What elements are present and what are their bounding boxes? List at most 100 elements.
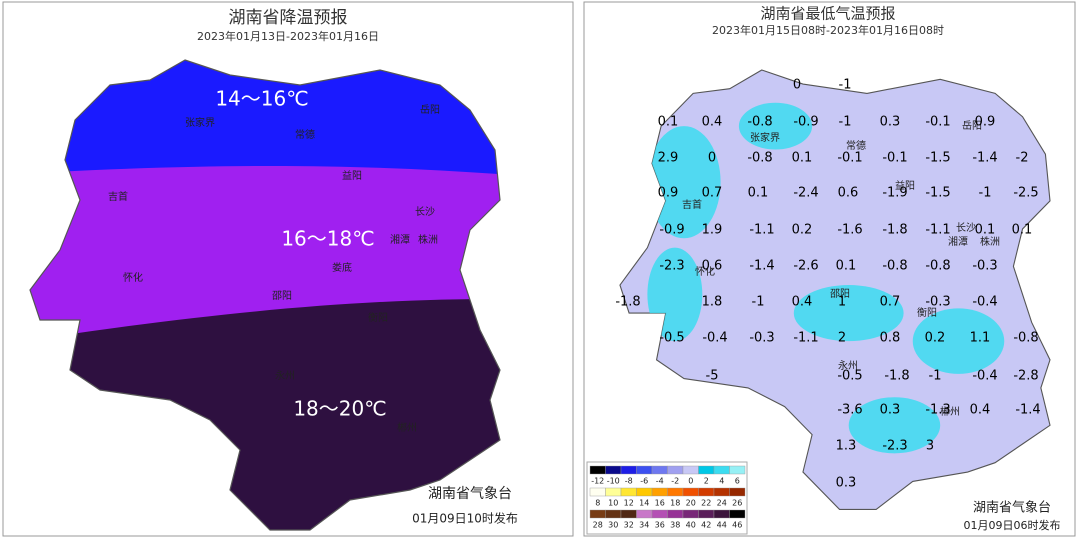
station-value: 0.7 <box>880 295 901 310</box>
station-value: 0.1 <box>792 151 813 166</box>
station-value: -0.3 <box>925 295 950 310</box>
legend-swatch <box>667 487 684 497</box>
station-value: 2.9 <box>658 151 679 166</box>
right-map <box>619 69 1051 511</box>
station-value: -2.6 <box>793 259 818 274</box>
legend-swatch <box>589 487 606 497</box>
legend-swatch <box>605 509 622 519</box>
legend-swatch <box>651 487 668 497</box>
city-label: 岳阳 <box>420 104 440 116</box>
station-value: 0 <box>708 151 716 166</box>
legend-tick: 40 <box>686 521 696 530</box>
legend-tick: 32 <box>624 521 634 530</box>
legend-swatch <box>729 487 746 497</box>
legend-tick: 6 <box>735 477 740 486</box>
station-value: 0.1 <box>975 223 996 238</box>
legend-tick: 42 <box>701 521 711 530</box>
legend-tick: 8 <box>595 499 600 508</box>
city-label: 株洲 <box>980 235 1000 248</box>
legend-swatch <box>729 465 746 475</box>
station-value: 0.1 <box>836 259 857 274</box>
station-value: 0.4 <box>702 115 723 130</box>
legend-tick: -6 <box>640 477 648 486</box>
station-value: -1.4 <box>972 151 997 166</box>
legend-swatch <box>605 487 622 497</box>
legend-swatch <box>605 465 622 475</box>
left-issued: 01月09日10时发布 <box>412 511 518 526</box>
station-value: -0.9 <box>659 223 684 238</box>
legend-tick: 38 <box>670 521 680 530</box>
city-label: 湘潭 <box>390 233 410 246</box>
station-value: 0 <box>793 78 801 93</box>
legend-swatch <box>636 487 653 497</box>
station-value: 0.1 <box>658 115 679 130</box>
city-label: 衡阳 <box>368 312 388 324</box>
right-title: 湖南省最低气温预报 <box>760 5 895 23</box>
zone-label: 14～16℃ <box>215 87 308 111</box>
station-value: -1.4 <box>1015 403 1040 418</box>
legend-tick: 14 <box>639 499 649 508</box>
station-value: -1.5 <box>925 186 950 201</box>
legend-tick: 44 <box>717 521 727 530</box>
legend-tick: 4 <box>719 477 724 486</box>
legend-tick: -4 <box>656 477 664 486</box>
legend-tick: 10 <box>608 499 618 508</box>
legend-swatch <box>636 465 653 475</box>
station-value: 0.4 <box>970 403 991 418</box>
city-label: 郴州 <box>940 405 960 418</box>
station-value: -0.5 <box>837 369 862 384</box>
legend-swatch <box>698 487 715 497</box>
station-value: 0.3 <box>836 476 857 491</box>
legend-swatch <box>682 509 699 519</box>
legend-tick: 22 <box>701 499 711 508</box>
legend-swatch <box>589 509 606 519</box>
legend-tick: 2 <box>704 477 709 486</box>
station-value: 0.2 <box>925 331 946 346</box>
right-issuer: 湖南省气象台 <box>973 500 1051 516</box>
legend-swatch <box>667 465 684 475</box>
station-value: -0.8 <box>747 115 772 130</box>
station-value: -1.4 <box>749 259 774 274</box>
legend-tick: 12 <box>624 499 634 508</box>
left-subtitle: 2023年01月13日-2023年01月16日 <box>197 29 379 43</box>
station-value: 0.3 <box>880 403 901 418</box>
station-value: -0.1 <box>837 151 862 166</box>
legend-tick: 0 <box>688 477 693 486</box>
zone-label: 16～18℃ <box>281 227 374 251</box>
legend-swatch <box>698 465 715 475</box>
legend-tick: 24 <box>717 499 727 508</box>
station-value: 0.8 <box>880 331 901 346</box>
city-label: 怀化 <box>123 271 143 284</box>
station-value: 0.4 <box>792 295 813 310</box>
station-value: 1.9 <box>702 223 723 238</box>
city-label: 郴州 <box>397 421 417 434</box>
legend-swatch <box>651 465 668 475</box>
station-value: 0.1 <box>748 186 769 201</box>
legend-swatch <box>651 509 668 519</box>
legend-tick: -2 <box>671 477 679 486</box>
station-value: -2.8 <box>1013 369 1038 384</box>
station-value: -1 <box>752 295 765 310</box>
station-value: -1.8 <box>884 369 909 384</box>
station-value: -0.3 <box>749 331 774 346</box>
station-value: -1.9 <box>882 186 907 201</box>
legend-tick: -10 <box>607 477 620 486</box>
station-value: 1.1 <box>970 331 991 346</box>
station-value: -0.8 <box>882 259 907 274</box>
legend-tick: 28 <box>593 521 603 530</box>
city-label: 邵阳 <box>830 288 850 300</box>
left-title: 湖南省降温预报 <box>229 8 348 28</box>
station-value: -1.1 <box>749 223 774 238</box>
legend-tick: 18 <box>670 499 680 508</box>
city-label: 常德 <box>295 128 315 141</box>
right-subtitle: 2023年01月15日08时-2023年01月16日08时 <box>712 23 944 37</box>
station-value: -1.8 <box>615 295 640 310</box>
station-value: 0.7 <box>702 186 723 201</box>
legend-tick: -8 <box>625 477 633 486</box>
station-value: 0.2 <box>792 223 813 238</box>
legend-swatch <box>682 487 699 497</box>
city-label: 张家界 <box>750 131 780 144</box>
city-label: 永州 <box>275 369 295 382</box>
station-value: -3.6 <box>837 403 862 418</box>
